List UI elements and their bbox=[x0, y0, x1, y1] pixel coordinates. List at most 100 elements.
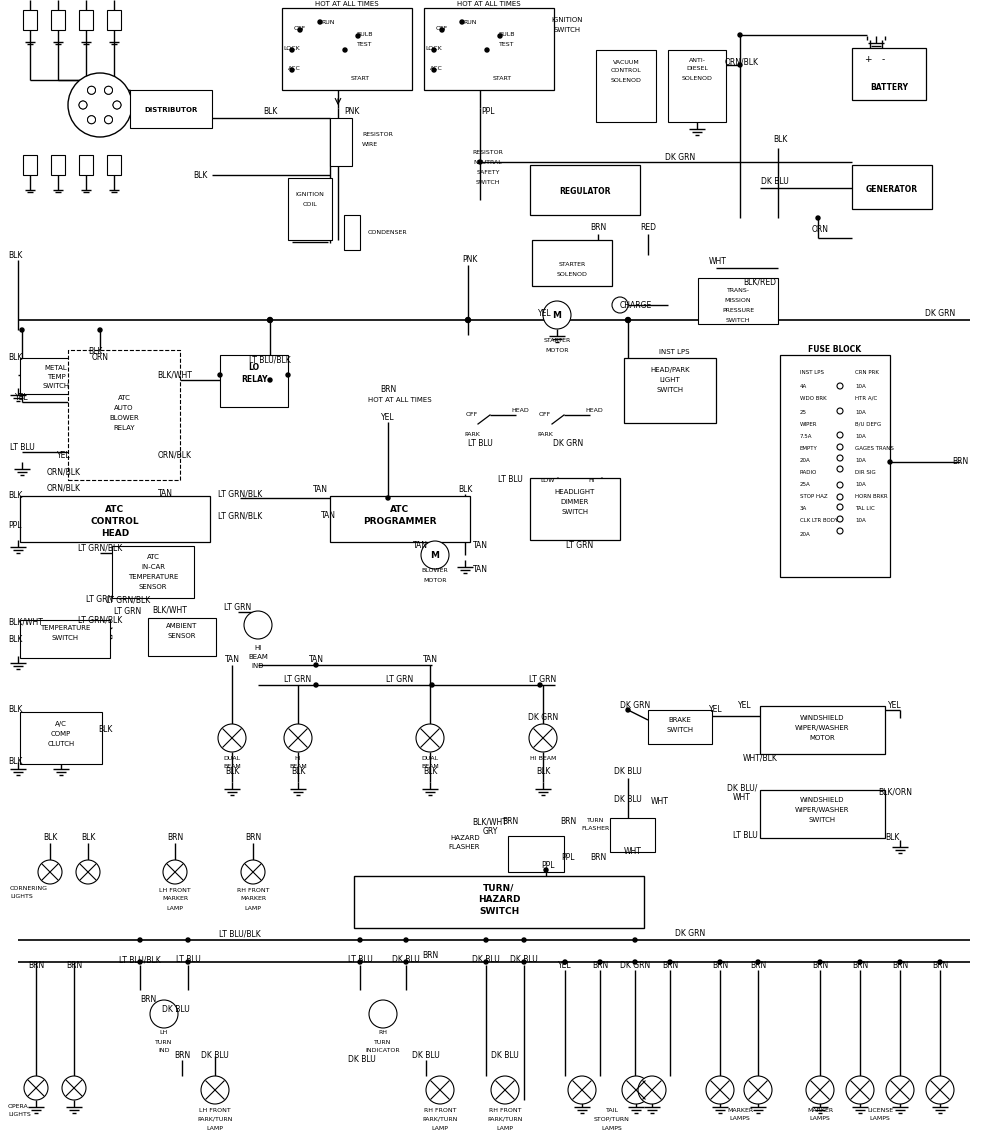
Text: CORNERING: CORNERING bbox=[10, 886, 48, 890]
Text: LT BLU: LT BLU bbox=[348, 956, 372, 965]
Bar bbox=[698, 278, 778, 324]
Bar bbox=[23, 10, 37, 29]
Text: YEL: YEL bbox=[709, 705, 723, 714]
Circle shape bbox=[356, 34, 360, 39]
Text: BLK: BLK bbox=[8, 491, 22, 499]
Text: RUN: RUN bbox=[463, 19, 477, 25]
Text: BRN: BRN bbox=[245, 833, 261, 843]
Text: LAMPS: LAMPS bbox=[870, 1117, 890, 1122]
Text: BRN: BRN bbox=[174, 1051, 190, 1060]
Bar bbox=[20, 358, 92, 393]
Text: YEL: YEL bbox=[738, 702, 752, 711]
Text: WIPER/WASHER: WIPER/WASHER bbox=[795, 807, 849, 813]
Text: BLK: BLK bbox=[193, 170, 207, 179]
Text: LAMP: LAMP bbox=[167, 906, 183, 911]
Text: DK GRN: DK GRN bbox=[925, 308, 955, 318]
Text: TAN: TAN bbox=[158, 490, 173, 499]
Circle shape bbox=[598, 960, 602, 964]
Text: RESISTOR: RESISTOR bbox=[473, 150, 503, 154]
Text: BLK: BLK bbox=[423, 768, 437, 777]
Text: CONTROL: CONTROL bbox=[91, 517, 139, 526]
Bar bbox=[852, 48, 926, 100]
Text: A/C: A/C bbox=[55, 721, 67, 727]
Text: 10A: 10A bbox=[855, 457, 866, 463]
Circle shape bbox=[484, 960, 488, 964]
Circle shape bbox=[138, 938, 142, 942]
Text: MARKER: MARKER bbox=[240, 897, 266, 902]
Text: DK BLU: DK BLU bbox=[614, 795, 642, 804]
Text: LH FRONT: LH FRONT bbox=[199, 1108, 231, 1112]
Text: IGNITION: IGNITION bbox=[296, 193, 324, 197]
Circle shape bbox=[163, 860, 187, 885]
Bar bbox=[107, 10, 121, 29]
Text: BLK: BLK bbox=[263, 108, 277, 117]
Text: RH: RH bbox=[378, 1031, 388, 1035]
Text: PPL: PPL bbox=[8, 521, 22, 530]
Circle shape bbox=[98, 328, 102, 332]
Circle shape bbox=[886, 1076, 914, 1105]
Text: M: M bbox=[552, 311, 562, 320]
Bar bbox=[330, 118, 352, 166]
Bar bbox=[20, 712, 102, 764]
Text: LAMPS: LAMPS bbox=[602, 1126, 622, 1131]
Circle shape bbox=[522, 960, 526, 964]
Circle shape bbox=[938, 960, 942, 964]
Text: LT BLU: LT BLU bbox=[176, 956, 200, 965]
Text: LICENSE: LICENSE bbox=[867, 1108, 893, 1112]
Text: HORN BRKR: HORN BRKR bbox=[855, 493, 888, 499]
Text: HI BEAM: HI BEAM bbox=[530, 755, 556, 761]
Text: TAN: TAN bbox=[473, 541, 488, 550]
Text: STARTER: STARTER bbox=[558, 262, 586, 268]
Text: START: START bbox=[492, 76, 512, 81]
Circle shape bbox=[633, 938, 637, 942]
Circle shape bbox=[268, 318, 272, 322]
Text: HTR A/C: HTR A/C bbox=[855, 396, 877, 400]
Bar bbox=[852, 166, 932, 209]
Circle shape bbox=[858, 960, 862, 964]
Circle shape bbox=[369, 1000, 397, 1029]
Circle shape bbox=[318, 20, 322, 24]
Circle shape bbox=[837, 432, 843, 438]
Circle shape bbox=[837, 503, 843, 510]
Text: WHT/BLK: WHT/BLK bbox=[743, 753, 777, 762]
Text: SWITCH: SWITCH bbox=[808, 816, 836, 823]
Text: SENSOR: SENSOR bbox=[139, 584, 167, 590]
Text: LT BLU: LT BLU bbox=[10, 443, 34, 452]
Text: ATC: ATC bbox=[105, 506, 125, 515]
Bar bbox=[148, 618, 216, 655]
Text: DK GRN: DK GRN bbox=[620, 962, 650, 971]
Text: 10A: 10A bbox=[855, 383, 866, 389]
Text: CLK LTR BODY: CLK LTR BODY bbox=[800, 517, 838, 523]
Text: INST LPS: INST LPS bbox=[800, 370, 824, 374]
Text: LOCK: LOCK bbox=[284, 45, 300, 51]
Circle shape bbox=[668, 960, 672, 964]
Text: YEL: YEL bbox=[558, 962, 572, 971]
Text: BATTERY: BATTERY bbox=[870, 84, 908, 93]
Text: BRN: BRN bbox=[952, 457, 968, 466]
Text: MISSION: MISSION bbox=[725, 297, 751, 303]
Text: TURN/: TURN/ bbox=[483, 883, 515, 892]
Circle shape bbox=[633, 960, 637, 964]
Text: WHT: WHT bbox=[709, 257, 727, 266]
Circle shape bbox=[485, 48, 489, 52]
Text: SWITCH: SWITCH bbox=[561, 509, 589, 515]
Circle shape bbox=[79, 101, 87, 109]
Text: YEL: YEL bbox=[15, 393, 29, 403]
Text: LIGHTS: LIGHTS bbox=[10, 895, 33, 899]
Circle shape bbox=[898, 960, 902, 964]
Circle shape bbox=[104, 86, 112, 94]
Text: TAN: TAN bbox=[473, 566, 488, 575]
Text: HI: HI bbox=[254, 645, 262, 651]
Text: AUTO: AUTO bbox=[114, 405, 134, 411]
Text: BRN: BRN bbox=[852, 962, 868, 971]
Circle shape bbox=[926, 1076, 954, 1105]
Text: TAN: TAN bbox=[422, 655, 438, 665]
Text: DK BLU: DK BLU bbox=[761, 178, 789, 186]
Text: BLOWER: BLOWER bbox=[109, 415, 139, 421]
Bar bbox=[424, 8, 554, 90]
Text: DK GRN: DK GRN bbox=[675, 930, 705, 939]
Circle shape bbox=[404, 960, 408, 964]
Circle shape bbox=[638, 1076, 666, 1105]
Text: BRN: BRN bbox=[140, 996, 156, 1005]
Text: DK BLU: DK BLU bbox=[162, 1006, 190, 1015]
